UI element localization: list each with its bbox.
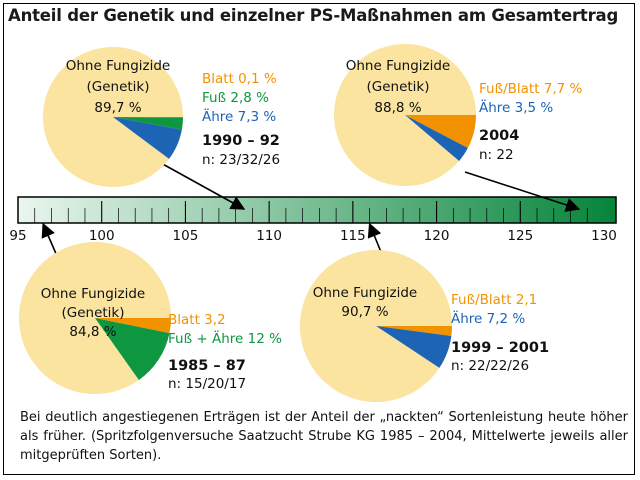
slice-label: Blatt 0,1 % xyxy=(202,71,277,87)
main-slice-label: Ohne Fungizide xyxy=(66,58,171,74)
tick-label: 115 xyxy=(340,228,366,244)
pie-slice xyxy=(95,318,170,381)
slice-label: Blatt 3,2 xyxy=(168,312,226,328)
pie-slice xyxy=(300,250,452,403)
main-slice-label: (Genetik) xyxy=(61,305,124,321)
tick-label: 105 xyxy=(173,228,199,244)
yield-arrow xyxy=(464,171,581,212)
tick-label: 120 xyxy=(424,228,450,244)
pies: Ohne Fungizide (Genetik) 89,7 % Blatt 0,1 %… xyxy=(18,43,583,403)
slice-label: Ähre 7,2 % xyxy=(451,309,525,327)
pie-slice xyxy=(113,117,183,130)
tick-label: 125 xyxy=(507,228,533,244)
pie-slice xyxy=(43,46,184,187)
pie-slice xyxy=(405,115,476,149)
period-label: 1999 – 2001 xyxy=(451,340,549,356)
arrows xyxy=(41,156,581,257)
yield-scale-bar xyxy=(17,196,617,224)
period-label: 2004 xyxy=(479,128,519,144)
main-slice-label: 88,8 % xyxy=(374,100,421,116)
sample-count-label: n: 23/32/26 xyxy=(202,152,280,168)
pie-group-3: Ohne Fungizide (Genetik) 84,8 % Blatt 3,2Fu… xyxy=(18,242,282,395)
pie-slice xyxy=(376,326,452,368)
sample-count-label: n: 22/22/26 xyxy=(451,358,529,374)
tick-label: 95 xyxy=(9,228,26,244)
sample-count-label: n: 22 xyxy=(479,147,514,163)
period-label: 1990 – 92 xyxy=(202,133,280,149)
main-slice-label: 89,7 % xyxy=(94,100,141,116)
slice-label: Ähre 7,3 % xyxy=(202,107,276,125)
main-slice-label: 90,7 % xyxy=(341,304,388,320)
main-slice-label: Ohne Fungizide xyxy=(41,286,146,302)
pie-slice xyxy=(95,318,171,334)
pie-group-2: Ohne Fungizide (Genetik) 88,8 % Fuß/Blatt 7… xyxy=(333,43,583,186)
pie-slice xyxy=(333,43,476,186)
pie-slice xyxy=(405,115,468,161)
yield-arrow xyxy=(367,222,382,253)
caption: Bei deutlich angestiegenen Erträgen ist … xyxy=(20,410,628,463)
slice-label: Fuß 2,8 % xyxy=(202,90,269,106)
pie-slice xyxy=(18,242,171,395)
pie-slice xyxy=(376,326,452,336)
sample-count-label: n: 15/20/17 xyxy=(168,376,246,392)
slice-label: Ähre 3,5 % xyxy=(479,98,553,116)
main-slice-label: Ohne Fungizide xyxy=(346,58,451,74)
main-slice-label: (Genetik) xyxy=(366,79,429,95)
tick-label: 100 xyxy=(89,228,115,244)
chart-title: Anteil der Genetik und einzelner PS-Maßn… xyxy=(8,6,619,25)
yield-arrow xyxy=(41,222,58,257)
tick-label: 110 xyxy=(256,228,282,244)
yield-scale: 95 100 105 110 115 120 125 130 xyxy=(9,196,617,244)
pie-group-1: Ohne Fungizide (Genetik) 89,7 % Blatt 0,1 %… xyxy=(43,46,280,187)
main-slice-label: 84,8 % xyxy=(69,324,116,340)
slice-label: Fuß/Blatt 7,7 % xyxy=(479,81,583,97)
slice-label: Fuß + Ähre 12 % xyxy=(168,329,282,347)
period-label: 1985 – 87 xyxy=(168,358,246,374)
main-slice-label: (Genetik) xyxy=(86,79,149,95)
slice-label: Fuß/Blatt 2,1 xyxy=(451,292,537,308)
main-slice-label: Ohne Fungizide xyxy=(313,285,418,301)
pie-slice xyxy=(113,117,182,159)
tick-label: 130 xyxy=(591,228,617,244)
yield-arrow xyxy=(149,156,246,210)
